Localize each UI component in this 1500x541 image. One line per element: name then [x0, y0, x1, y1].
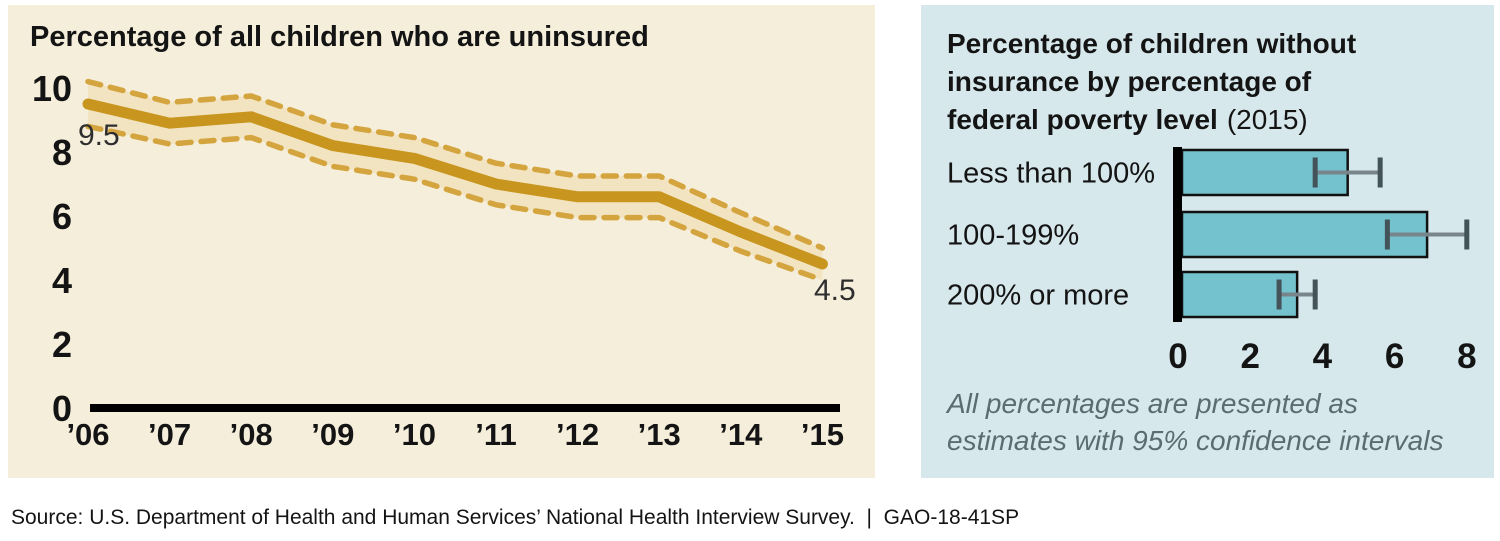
x-axis-tick-label: ’15 — [801, 417, 844, 452]
x-axis-tick-label: ’14 — [719, 417, 763, 452]
y-axis-tick-label: 8 — [52, 132, 72, 173]
confidence-interval-note: All percentages are presented as estimat… — [947, 385, 1443, 459]
x-axis-tick-label: ’13 — [638, 417, 681, 452]
bar-chart-title-line1: Percentage of children without — [947, 28, 1357, 59]
trend-line — [82, 98, 828, 270]
y-axis-tick-label: 6 — [52, 196, 72, 237]
x-axis-tick-label: ’08 — [230, 417, 273, 452]
y-axis-tick-label: 4 — [52, 260, 72, 301]
category-label-3: 200% or more — [947, 280, 1129, 312]
error-bar-left-cap-2 — [1384, 219, 1390, 250]
bar-axis-tick-label: 8 — [1457, 337, 1476, 376]
bar-chart-title: Percentage of children without insurance… — [947, 25, 1356, 139]
ci-lower-dashed-line — [85, 123, 826, 283]
x-axis-tick-label: ’11 — [475, 417, 516, 452]
x-axis-tick-label: ’09 — [311, 417, 354, 452]
x-axis-line — [90, 404, 840, 412]
line-chart-title: Percentage of all children who are unins… — [30, 21, 649, 53]
error-bar-right-cap-3 — [1312, 279, 1318, 310]
x-axis-tick-label: ’07 — [148, 417, 191, 452]
bar-axis-tick-label: 4 — [1313, 337, 1333, 376]
last-point-label: 4.5 — [814, 274, 856, 307]
error-bar-right-cap-1 — [1377, 157, 1383, 188]
bar-chart-title-line2: insurance by percentage of — [947, 66, 1312, 97]
poverty-level-bar-chart: 0 2 4 6 8 Less than 100% 100-199% 200% or more — [947, 147, 1477, 376]
bar-axis-tick-label: 2 — [1240, 337, 1259, 376]
error-bar-right-cap-2 — [1464, 219, 1470, 250]
source-citation: Source: U.S. Department of Health and Hu… — [11, 506, 1020, 529]
category-label-2: 100-199% — [947, 220, 1079, 252]
uninsured-trend-line-chart: 0 2 4 6 8 10 ’06 ’07 ’08 ’09 ’10 ’11 ’12 ’13 ’14 ’15 9.5… — [32, 68, 856, 452]
bar-axis-tick-label: 0 — [1168, 337, 1187, 376]
note-line1: All percentages are presented as — [947, 388, 1358, 419]
category-label-1: Less than 100% — [947, 158, 1155, 190]
bar-chart-title-year: (2015) — [1226, 104, 1308, 135]
bar-chart-title-line3: federal poverty level (2015) — [947, 104, 1308, 135]
bar-axis-tick-label: 6 — [1385, 337, 1404, 376]
poverty-level-panel: 0 2 4 6 8 Less than 100% 100-199% 200% or more … — [921, 5, 1494, 478]
error-bar-left-cap-1 — [1312, 157, 1318, 188]
confidence-band — [88, 81, 823, 280]
y-axis-tick-label: 10 — [32, 68, 72, 109]
uninsured-trend-panel: 0 2 4 6 8 10 ’06 ’07 ’08 ’09 ’10 ’11 ’12 ’13 ’14 ’15 9.5… — [8, 5, 875, 478]
x-axis-tick-label: ’12 — [556, 417, 599, 452]
ci-upper-dashed-line — [85, 78, 826, 251]
note-line2: estimates with 95% confidence intervals — [947, 425, 1444, 456]
x-axis-tick-label: ’10 — [393, 417, 436, 452]
y-axis-tick-label: 0 — [52, 388, 72, 429]
error-bar-left-cap-3 — [1276, 279, 1282, 310]
y-axis-tick-label: 2 — [52, 324, 72, 365]
x-axis-tick-label: ’06 — [66, 417, 109, 452]
first-point-label: 9.5 — [78, 119, 120, 152]
y-axis-bar — [1173, 147, 1182, 322]
